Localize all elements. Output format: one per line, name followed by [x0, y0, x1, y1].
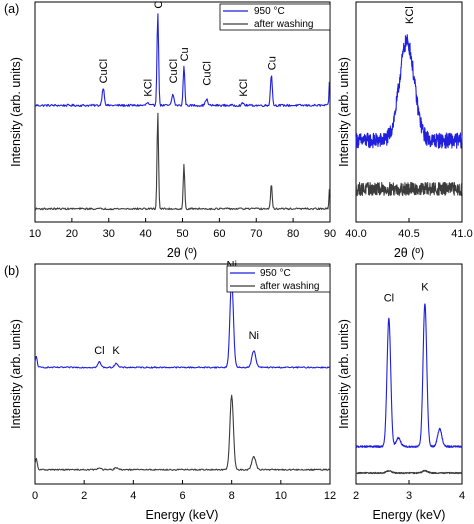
x-tick-label: 4 — [130, 490, 136, 502]
series-line-after-washing — [34, 112, 331, 211]
peak-label: Ni — [227, 259, 237, 271]
peak-label: K — [112, 345, 120, 357]
plot-frame — [355, 263, 463, 485]
peak-label: Cl — [384, 292, 394, 304]
peak-label: KCl — [404, 6, 416, 24]
legend-label-after-washing: after washing — [254, 19, 313, 30]
peak-label: K — [421, 281, 429, 293]
peak-label: CuCl — [202, 61, 214, 85]
legend-box — [219, 3, 331, 31]
legend-box — [226, 265, 331, 293]
panel-a-kcl-zoom-plot: 40.0 40.5 41.0 KCl 2θ (º) Intensity (arb. … — [337, 1, 473, 260]
peak-label: KCl — [238, 79, 250, 97]
x-tick-label: 12 — [324, 490, 336, 502]
series-line-after-washing — [355, 469, 463, 475]
x-axis-ticks: 40.0 40.5 41.0 — [345, 218, 473, 240]
series-line-950c — [34, 278, 331, 369]
legend: 950 °C after washing — [226, 265, 331, 293]
x-tick-label: 10 — [29, 228, 41, 240]
x-axis-ticks: 10 20 30 40 50 60 70 80 90 — [29, 218, 336, 240]
plot-frame — [34, 263, 331, 485]
x-tick-label: 30 — [103, 228, 115, 240]
series-group — [34, 13, 331, 211]
x-tick-label: 4 — [459, 490, 465, 502]
x-tick-label: 2 — [353, 490, 359, 502]
x-axis-label: 2θ (º) — [167, 246, 197, 260]
peak-label: Cu — [266, 56, 278, 70]
y-axis-label: Intensity (arb. units) — [337, 319, 351, 429]
series-line-after-washing — [355, 181, 463, 197]
x-axis-label: 2θ (º) — [394, 246, 424, 260]
y-axis-label: Intensity (arb. units) — [337, 57, 351, 167]
x-tick-label: 41.0 — [451, 228, 472, 240]
x-tick-label: 3 — [406, 490, 412, 502]
peak-label: Ni — [249, 330, 259, 342]
x-axis-ticks: 0 2 4 6 8 10 12 — [32, 480, 336, 502]
panel-tag-b: (b) — [4, 264, 19, 278]
x-tick-label: 20 — [66, 228, 78, 240]
series-group — [34, 278, 331, 471]
y-axis-label: Intensity (arb. units) — [9, 57, 23, 167]
legend-label-after-washing: after washing — [260, 281, 319, 292]
x-tick-label: 40 — [140, 228, 152, 240]
x-tick-label: 50 — [176, 228, 188, 240]
peak-label: Cu — [179, 47, 191, 61]
x-tick-label: 80 — [287, 228, 299, 240]
x-tick-label: 6 — [179, 490, 185, 502]
x-axis-ticks: 2 3 4 — [353, 480, 465, 502]
y-axis-label: Intensity (arb. units) — [9, 319, 23, 429]
x-axis-label: Energy (keV) — [373, 508, 446, 522]
x-axis-label: Energy (keV) — [146, 508, 219, 522]
panel-tag-a: (a) — [4, 2, 19, 16]
series-group — [355, 303, 463, 475]
legend-label-950c: 950 °C — [254, 6, 285, 17]
series-line-950c — [355, 303, 463, 449]
x-tick-label: 40.0 — [345, 228, 366, 240]
x-tick-label: 0 — [32, 490, 38, 502]
series-line-950c — [355, 34, 463, 149]
panel-b-eds-plot: 0 2 4 6 8 10 12 Ni Ni Cl K Energy (keV) Intensity… — [9, 259, 336, 522]
peak-label: Cu — [153, 0, 165, 9]
peak-annotations: Ni Ni Cl K — [94, 259, 259, 357]
x-tick-label: 70 — [250, 228, 262, 240]
x-tick-label: 10 — [275, 490, 287, 502]
series-group — [355, 34, 463, 197]
peak-annotations: Cl K — [384, 281, 430, 304]
series-line-950c — [34, 13, 331, 108]
legend: 950 °C after washing — [219, 3, 331, 31]
x-tick-label: 60 — [213, 228, 225, 240]
peak-label: Cl — [94, 345, 104, 357]
x-tick-label: 90 — [324, 228, 336, 240]
series-line-after-washing — [34, 394, 331, 471]
peak-annotations: KCl — [404, 6, 416, 24]
legend-label-950c: 950 °C — [260, 268, 291, 279]
peak-label: KCl — [143, 79, 155, 97]
x-tick-label: 2 — [81, 490, 87, 502]
panel-b-cl-k-zoom-plot: 2 3 4 Cl K Energy (keV) Intensity (arb. uni… — [337, 263, 465, 522]
panel-a-xrd-plot: 10 20 30 40 50 60 70 80 90 CuClKClCuCuClCuCuClKC… — [9, 0, 336, 260]
x-tick-label: 40.5 — [398, 228, 419, 240]
peak-label: CuCl — [98, 59, 110, 83]
x-tick-label: 8 — [229, 490, 235, 502]
peak-label: CuCl — [168, 59, 180, 83]
